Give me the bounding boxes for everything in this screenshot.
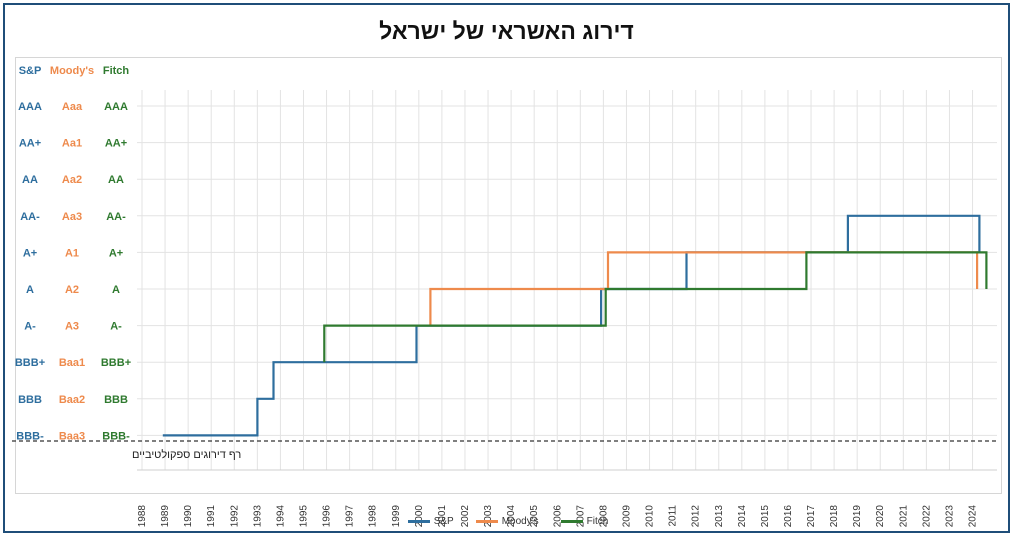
rating-label: Aa3 — [62, 211, 82, 223]
series-line-moodys — [429, 251, 979, 326]
rating-label: A — [112, 284, 120, 296]
speculative-threshold-label: רף דירוגים ספקולטיביים — [132, 448, 241, 461]
x-tick-label: 1989 — [160, 505, 171, 528]
rating-label: A- — [110, 321, 122, 333]
plot-border — [15, 57, 1002, 494]
chart-frame: דירוג האשראי של ישראל — [3, 3, 1010, 533]
rating-label: BBB — [104, 394, 128, 406]
legend-swatch — [560, 520, 583, 523]
legend-swatch — [475, 520, 498, 523]
x-tick-label: 2020 — [875, 505, 886, 528]
rating-label: A — [26, 284, 34, 296]
x-tick-label: 1992 — [229, 505, 240, 528]
rating-label: AA- — [20, 211, 40, 223]
x-tick-label: 2013 — [714, 505, 725, 528]
rating-label: A3 — [65, 321, 79, 333]
x-tick-label: 2014 — [737, 505, 748, 528]
rating-label: Baa1 — [59, 357, 85, 369]
rating-label: Aaa — [62, 101, 83, 113]
rating-label: AA+ — [19, 138, 41, 150]
legend-label: S&P — [433, 516, 454, 527]
x-tick-label: 2015 — [760, 505, 771, 528]
x-tick-label: 1997 — [345, 505, 356, 528]
agency-header: Moody's — [50, 65, 94, 77]
x-tick-label: 2018 — [829, 505, 840, 528]
x-tick-label: 2016 — [783, 505, 794, 528]
x-tick-label: 1994 — [275, 505, 286, 528]
x-tick-label: 1998 — [368, 505, 379, 528]
legend-item: Moody's — [475, 516, 539, 527]
x-tick-label: 2023 — [944, 505, 955, 528]
legend: S&P Moody's Fitch — [0, 516, 1016, 527]
rating-label: BBB+ — [15, 357, 45, 369]
x-tick-label: 2012 — [691, 505, 702, 528]
rating-label: AAA — [18, 101, 42, 113]
rating-label: AA- — [106, 211, 126, 223]
rating-label: A1 — [65, 247, 79, 259]
rating-label: A2 — [65, 284, 79, 296]
rating-label: A+ — [109, 247, 123, 259]
x-tick-label: 2002 — [460, 505, 471, 528]
x-tick-label: 2008 — [598, 505, 609, 528]
rating-label: BBB- — [16, 430, 44, 442]
rating-label: Baa3 — [59, 430, 85, 442]
rating-label: A- — [24, 321, 36, 333]
x-tick-label: 1996 — [322, 505, 333, 528]
x-tick-label: 1999 — [391, 505, 402, 528]
x-tick-label: 2004 — [506, 505, 517, 528]
rating-label: A+ — [23, 247, 37, 259]
x-tick-label: 2007 — [575, 505, 586, 528]
rating-label: BBB- — [102, 430, 130, 442]
rating-label: AA — [108, 174, 124, 186]
x-tick-label: 2003 — [483, 505, 494, 528]
x-tick-label: 2005 — [529, 505, 540, 528]
x-tick-label: 2024 — [968, 505, 979, 528]
rating-label: Baa2 — [59, 394, 85, 406]
x-tick-label: 2006 — [552, 505, 563, 528]
x-tick-label: 1995 — [298, 505, 309, 528]
rating-label: BBB — [18, 394, 42, 406]
legend-swatch — [407, 520, 430, 523]
rating-label: Aa2 — [62, 174, 82, 186]
legend-item: S&P — [407, 516, 454, 527]
x-tick-label: 1988 — [137, 505, 148, 528]
x-tick-label: 2017 — [806, 505, 817, 528]
x-tick-label: 2022 — [921, 505, 932, 528]
x-tick-label: 2010 — [645, 505, 656, 528]
agency-header: Fitch — [103, 65, 130, 77]
x-tick-label: 2011 — [668, 505, 679, 527]
x-tick-label: 1993 — [252, 505, 263, 528]
x-tick-label: 2000 — [414, 505, 425, 528]
chart-title: דירוג האשראי של ישראל — [379, 18, 634, 44]
rating-label: AAA — [104, 101, 128, 113]
x-tick-label: 1991 — [206, 505, 217, 528]
rating-label: AA — [22, 174, 38, 186]
x-tick-label: 2021 — [898, 505, 909, 528]
legend-label: Fitch — [586, 516, 609, 527]
x-tick-label: 2019 — [852, 505, 863, 528]
x-tick-label: 2009 — [621, 505, 632, 528]
rating-label: AA+ — [105, 138, 127, 150]
legend-item: Fitch — [560, 516, 609, 527]
rating-label: BBB+ — [101, 357, 131, 369]
agency-header: S&P — [19, 65, 42, 77]
legend-label: Moody's — [501, 516, 539, 527]
x-tick-label: 1990 — [183, 505, 194, 528]
rating-label: Aa1 — [62, 138, 82, 150]
series-line-fitch — [323, 251, 988, 363]
x-tick-label: 2001 — [437, 505, 448, 528]
